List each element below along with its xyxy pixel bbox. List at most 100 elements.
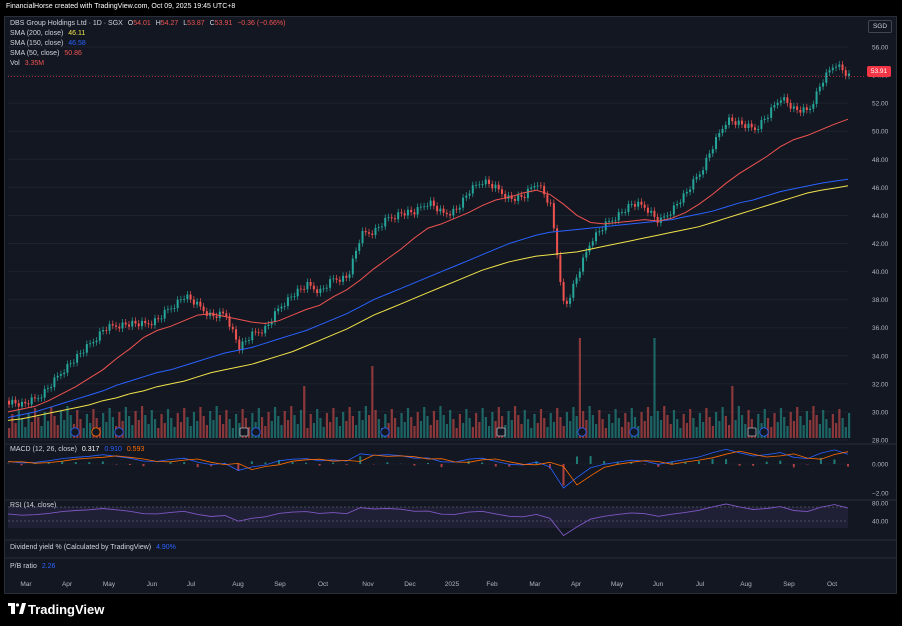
low-label: L	[183, 20, 188, 27]
volume-bar	[757, 414, 760, 438]
volume-bar	[377, 419, 380, 438]
currency-badge[interactable]: SGD	[868, 20, 892, 33]
rsi-legend[interactable]: RSI (14, close)	[10, 502, 56, 509]
candle-body	[173, 308, 176, 309]
volume-bar	[202, 416, 205, 438]
candle-body	[734, 121, 737, 125]
volume-bar	[828, 428, 831, 438]
y-tick-label: 36.00	[872, 325, 889, 332]
volume-bar	[30, 422, 33, 438]
volume-bar	[150, 410, 153, 438]
candle-body	[59, 374, 62, 376]
volume-bar	[270, 421, 273, 438]
volume-bar	[423, 407, 426, 438]
volume-bar	[569, 421, 572, 438]
macd-histogram-bar	[250, 461, 253, 464]
candle-body	[33, 397, 36, 399]
candle-body	[410, 209, 413, 213]
candle-body	[471, 185, 474, 194]
candle-body	[163, 309, 166, 319]
volume-bar	[137, 420, 140, 438]
volume-bar	[539, 409, 543, 438]
candle-body	[546, 194, 549, 203]
candle-body	[478, 184, 481, 186]
volume-bar	[134, 411, 137, 438]
candle-body	[306, 282, 309, 290]
y-tick-label: 50.00	[872, 129, 889, 136]
volume-bar	[702, 422, 705, 438]
candle-body	[128, 324, 130, 327]
x-tick-label: Oct	[318, 581, 328, 588]
sma50-value: 50.86	[64, 50, 82, 57]
volume-bar	[163, 423, 166, 438]
volume-bar	[260, 417, 264, 438]
y-tick-label: 34.00	[872, 353, 889, 360]
dividend-legend[interactable]: Dividend yield % (Calculated by TradingV…	[10, 544, 176, 551]
earnings-marker-icon	[239, 427, 249, 437]
dividend-marker-icon	[759, 427, 769, 437]
sma200-legend[interactable]: SMA (200, close) 46.11	[10, 30, 85, 37]
candle-body	[436, 205, 439, 212]
candle-body	[455, 208, 458, 210]
x-tick-label: 2025	[445, 581, 460, 588]
candle-body	[205, 311, 208, 316]
volume-bar	[24, 427, 27, 438]
volume-bar	[711, 426, 714, 438]
volume-bar	[189, 426, 192, 438]
symbol-legend[interactable]: DBS Group Holdings Ltd · 1D · SGX O54.01…	[10, 20, 285, 27]
volume-bar	[559, 417, 562, 438]
candle-body	[179, 299, 182, 301]
volume-bar	[672, 410, 676, 438]
split-marker-icon	[91, 427, 101, 437]
sma150-legend[interactable]: SMA (150, close) 46.58	[10, 40, 86, 47]
candle-body	[500, 189, 503, 194]
candle-body	[601, 230, 604, 232]
volume-legend[interactable]: Vol 3.35M	[10, 60, 44, 67]
rsi-band	[8, 507, 848, 528]
volume-bar	[374, 410, 377, 438]
volume-bar	[802, 425, 805, 438]
candle-body	[510, 195, 513, 199]
candle-body	[757, 128, 760, 130]
candle-body	[115, 325, 118, 327]
candle-body	[124, 322, 127, 325]
macd-histogram-bar	[589, 456, 592, 464]
candle-body	[338, 279, 341, 282]
volume-bar	[50, 407, 53, 438]
candle-body	[108, 324, 111, 331]
volume-bar	[617, 418, 620, 438]
volume-bar	[682, 414, 685, 438]
macd-legend[interactable]: MACD (12, 26, close) 0.317 0.910 0.593	[10, 446, 144, 453]
candle-body	[345, 275, 348, 278]
candle-body	[176, 299, 179, 309]
chart-panel[interactable]	[4, 16, 897, 594]
sma50-legend[interactable]: SMA (50, close) 50.86	[10, 50, 82, 57]
volume-bar	[848, 413, 851, 438]
candle-body	[536, 185, 539, 187]
volume-bar	[643, 421, 646, 438]
candle-body	[144, 320, 147, 324]
candle-body	[238, 339, 241, 351]
volume-bar	[595, 424, 598, 438]
macd-value-2: 0.910	[104, 446, 122, 453]
volume-bar	[17, 409, 20, 438]
caption-text: FinancialHorse created with TradingView.…	[6, 3, 236, 10]
candle-body	[539, 185, 542, 187]
candle-body	[312, 285, 315, 290]
volume-bar	[43, 412, 46, 438]
candle-body	[822, 82, 825, 87]
volume-bar	[543, 418, 546, 438]
volume-bar	[170, 418, 173, 438]
candle-body	[351, 258, 354, 275]
candle-body	[439, 208, 442, 212]
candle-body	[254, 331, 257, 333]
volume-bar	[212, 420, 215, 438]
volume-bar	[627, 422, 630, 438]
candle-body	[598, 231, 601, 233]
candle-body	[384, 217, 387, 227]
pb-legend[interactable]: P/B ratio 2.26	[10, 563, 55, 570]
volume-bar	[111, 417, 114, 438]
macd-histogram-bar	[535, 461, 538, 464]
macd-histogram-bar	[765, 461, 768, 464]
